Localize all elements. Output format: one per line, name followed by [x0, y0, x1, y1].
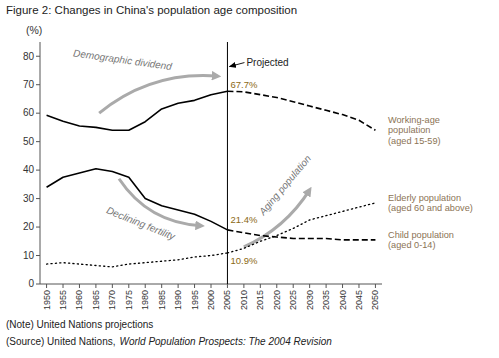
- note: (Note) United Nations projections: [6, 319, 153, 330]
- x-tick-label: 2035: [321, 290, 331, 310]
- trend-label: Aging population: [256, 153, 313, 218]
- y-tick-label: 50: [23, 136, 35, 147]
- y-tick: [36, 113, 40, 114]
- x-tick-label: 1965: [91, 290, 101, 310]
- source: (Source) United Nations, World Population…: [6, 336, 332, 347]
- series-label-line: population: [388, 125, 430, 135]
- y-tick: [36, 198, 40, 199]
- x-tick-label: 2015: [255, 290, 265, 310]
- trend-label: Demographic dividend: [73, 47, 173, 72]
- series-label-line: (aged 60 and above): [388, 203, 473, 213]
- divider-annotation: 67.7%: [230, 79, 257, 90]
- x-tick: [260, 284, 261, 288]
- divider-annotation: 10.9%: [230, 255, 257, 266]
- series-line: [47, 253, 228, 267]
- y-tick: [36, 284, 40, 285]
- x-tick-label: 2045: [354, 290, 364, 310]
- x-tick: [128, 284, 129, 288]
- series-line: [227, 91, 375, 130]
- x-tick: [161, 284, 162, 288]
- x-tick: [375, 284, 376, 288]
- y-tick-label: 40: [23, 164, 35, 175]
- x-tick: [145, 284, 146, 288]
- series-label-line: Working-age: [388, 115, 440, 125]
- y-tick: [36, 170, 40, 171]
- x-tick: [46, 284, 47, 288]
- series-label: Elderly population(aged 60 and above): [388, 193, 473, 214]
- x-tick: [95, 284, 96, 288]
- y-tick: [36, 84, 40, 85]
- x-tick: [79, 284, 80, 288]
- series-label: Working-agepopulation(aged 15-59): [388, 115, 441, 146]
- series-line: [47, 91, 228, 130]
- x-tick-label: 2050: [370, 290, 380, 310]
- series-line: [227, 203, 375, 253]
- x-tick: [63, 284, 64, 288]
- x-tick-label: 2010: [239, 290, 249, 310]
- x-tick: [112, 284, 113, 288]
- y-tick: [36, 227, 40, 228]
- y-tick: [36, 56, 40, 57]
- y-axis-line: [40, 42, 41, 284]
- x-tick: [293, 284, 294, 288]
- x-tick-label: 1950: [42, 290, 52, 310]
- divider-annotation: 21.4%: [230, 214, 257, 225]
- x-tick: [227, 284, 228, 288]
- series-label-line: Child population: [388, 230, 454, 240]
- projected-label: Projected: [246, 57, 288, 68]
- y-tick-label: 20: [23, 221, 35, 232]
- x-tick-label: 1955: [58, 290, 68, 310]
- lines: [47, 91, 376, 267]
- series-label-line: (aged 15-59): [388, 136, 441, 146]
- series-label-line: Elderly population: [388, 193, 461, 203]
- x-tick: [211, 284, 212, 288]
- series-label-line: (aged 0-14): [388, 240, 436, 250]
- trend-label: Declining fertility: [105, 205, 178, 243]
- trend-arrow: [99, 76, 217, 114]
- y-tick: [36, 255, 40, 256]
- x-tick-label: 1985: [157, 290, 167, 310]
- x-tick-label: 2025: [288, 290, 298, 310]
- y-axis-label: (%): [26, 24, 42, 36]
- y-tick-label: 10: [23, 250, 35, 261]
- x-tick-label: 1995: [190, 290, 200, 310]
- series-line: [227, 230, 375, 240]
- source-prefix: (Source) United Nations,: [6, 336, 116, 347]
- x-tick-label: 1990: [173, 290, 183, 310]
- series-label: Child population(aged 0-14): [388, 230, 454, 251]
- divider-line: [227, 42, 228, 284]
- x-tick: [326, 284, 327, 288]
- y-tick-label: 0: [28, 278, 34, 289]
- title: Figure 2: Changes in China's population …: [6, 4, 297, 16]
- x-tick-label: 1970: [107, 290, 117, 310]
- y-tick: [36, 141, 40, 142]
- x-tick-label: 2005: [222, 290, 232, 310]
- x-tick: [342, 284, 343, 288]
- y-tick-label: 30: [23, 193, 35, 204]
- x-tick-label: 1960: [74, 290, 84, 310]
- x-tick-label: 2030: [305, 290, 315, 310]
- background: [0, 0, 499, 358]
- projected-arrow: [229, 63, 244, 67]
- y-tick-label: 70: [23, 79, 35, 90]
- x-tick: [358, 284, 359, 288]
- x-tick: [243, 284, 244, 288]
- source-title: World Population Prospects: The 2004 Rev…: [120, 336, 333, 347]
- x-tick: [194, 284, 195, 288]
- y-tick-label: 60: [23, 107, 35, 118]
- chart: Figure 2: Changes in China's population …: [0, 0, 499, 358]
- x-tick-label: 2020: [272, 290, 282, 310]
- x-tick-label: 1980: [140, 290, 150, 310]
- x-tick-label: 2040: [338, 290, 348, 310]
- x-tick: [276, 284, 277, 288]
- x-tick: [178, 284, 179, 288]
- x-tick: [309, 284, 310, 288]
- y-tick-label: 80: [23, 51, 35, 62]
- x-tick-label: 1975: [124, 290, 134, 310]
- x-tick-label: 2000: [206, 290, 216, 310]
